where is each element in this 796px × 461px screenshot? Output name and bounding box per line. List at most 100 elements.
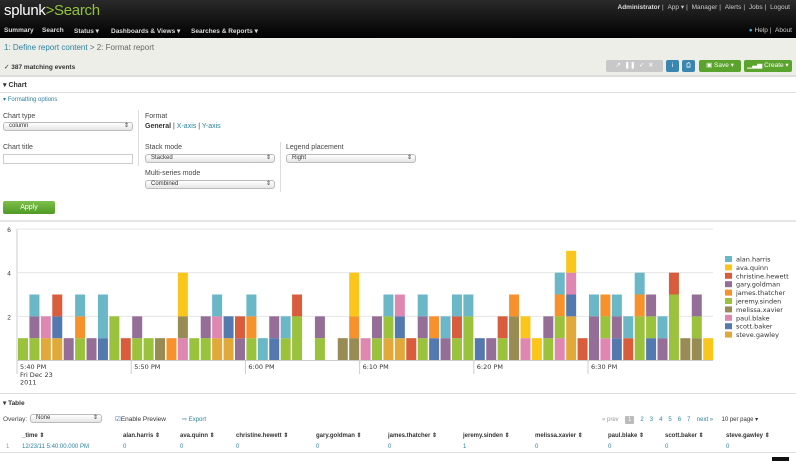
column-header[interactable]: ava.quinn ⇕ <box>180 433 215 439</box>
checkbox-checked-icon[interactable]: ☑ <box>115 416 121 423</box>
about-link[interactable]: About <box>775 27 792 34</box>
x-tick-label: 5:40 PM <box>20 363 46 371</box>
bar-segment <box>440 338 451 360</box>
overlay-label: Overlay: <box>3 416 28 423</box>
page-4[interactable]: 4 <box>659 417 663 423</box>
table-cell[interactable]: 0 <box>236 444 240 450</box>
legend-placement-select[interactable]: Right <box>286 154 416 163</box>
formatting-options-toggle[interactable]: ▾ Formatting options <box>3 97 58 103</box>
chart-type-select[interactable]: column <box>3 122 133 131</box>
alerts-link[interactable]: Alerts <box>724 4 742 11</box>
breadcrumb-step1[interactable]: 1: Define report content <box>4 43 88 52</box>
bar-segment <box>40 316 51 339</box>
multi-series-select[interactable]: Combined <box>145 180 275 189</box>
column-header[interactable]: christine.hewett ⇕ <box>236 433 289 439</box>
bar-segment <box>668 294 679 360</box>
chart-section-header[interactable]: ▾ Chart <box>3 82 27 89</box>
bar-segment <box>177 272 188 317</box>
bar-segment <box>486 338 497 360</box>
table-cell[interactable]: 0 <box>388 444 392 450</box>
page-5[interactable]: 5 <box>668 417 672 423</box>
legend-item: jeremy.sinden <box>735 298 781 306</box>
nav-dashboards[interactable]: Dashboards & Views ▾ <box>111 28 181 35</box>
table-cell[interactable]: 12/23/11 5:40:00.000 PM <box>22 444 89 450</box>
stack-mode-select[interactable]: Stacked <box>145 154 275 163</box>
app-menu[interactable]: App ▾ <box>667 4 685 11</box>
table-cell[interactable]: 0 <box>535 444 539 450</box>
help-link[interactable]: Help <box>754 27 768 34</box>
format-tab-general[interactable]: General <box>145 123 172 130</box>
legend-item: melissa.xavier <box>736 306 783 314</box>
cancel-icon[interactable]: ✕ <box>648 62 654 69</box>
column-header[interactable]: melissa.xavier ⇕ <box>535 433 583 439</box>
page-6[interactable]: 6 <box>677 417 682 423</box>
column-header[interactable]: alan.harris ⇕ <box>123 433 161 439</box>
column-header[interactable]: james.thatcher ⇕ <box>388 433 438 439</box>
bar-segment <box>52 294 63 317</box>
logo-brand: splunk <box>4 2 46 19</box>
enable-preview[interactable]: ☑Enable Preview <box>115 415 166 423</box>
bar-segment <box>646 338 657 360</box>
table-cell[interactable]: 0 <box>180 444 184 450</box>
table-cell[interactable]: 0 <box>665 444 669 450</box>
logout-link[interactable]: Logout <box>770 4 790 11</box>
bar-segment <box>451 338 462 360</box>
prev-page[interactable]: « prev <box>602 417 619 423</box>
bar-segment <box>691 316 702 339</box>
apply-button[interactable]: Apply <box>3 201 55 214</box>
pause-icon[interactable]: ❚❚ <box>624 62 636 69</box>
page-3[interactable]: 3 <box>649 417 654 423</box>
export-link[interactable]: ⇨ Export <box>182 416 206 423</box>
legend-swatch <box>725 306 732 313</box>
x-tick-label: 6:20 PM <box>477 363 503 371</box>
bar-segment <box>509 294 520 317</box>
bar-segment <box>703 338 714 360</box>
print-button[interactable]: ⎙ <box>682 60 695 72</box>
table-cell[interactable]: 0 <box>123 444 127 450</box>
splunk-logo[interactable]: splunk>Search <box>4 2 100 19</box>
bar-segment <box>234 316 245 339</box>
table-cell[interactable]: 1 <box>463 444 467 450</box>
create-button[interactable]: ▁▃▅ Create ▾ <box>744 60 792 72</box>
nav-summary[interactable]: Summary <box>4 27 34 34</box>
finalize-icon[interactable]: ↗ <box>615 62 621 69</box>
bar-segment <box>372 316 383 339</box>
overlay-select[interactable]: None <box>30 414 102 423</box>
table-cell[interactable]: 0 <box>608 444 612 450</box>
bar-segment <box>429 338 440 360</box>
legend-item: steve.gawley <box>736 331 779 339</box>
x-tick-label: 6:10 PM <box>363 363 389 371</box>
bar-segment <box>600 338 611 360</box>
jobs-link[interactable]: Jobs <box>748 4 763 11</box>
table-cell[interactable]: 0 <box>726 444 730 450</box>
column-header[interactable]: _time ⇕ <box>22 433 45 439</box>
nav-searches-reports[interactable]: Searches & Reports ▾ <box>191 28 258 35</box>
column-header[interactable]: paul.blake ⇕ <box>608 433 645 439</box>
page-2[interactable]: 2 <box>640 417 644 423</box>
column-header[interactable]: gary.goldman ⇕ <box>316 433 362 439</box>
per-page-select[interactable]: 10 per page ▾ <box>721 417 759 423</box>
column-header[interactable]: jeremy.sinden ⇕ <box>463 433 510 439</box>
bar-segment <box>132 338 143 360</box>
page-7[interactable]: 7 <box>687 417 691 423</box>
table-section-header[interactable]: ▾ Table <box>3 400 25 407</box>
manager-link[interactable]: Manager <box>691 4 718 11</box>
column-header[interactable]: scott.baker ⇕ <box>665 433 704 439</box>
format-tab-yaxis[interactable]: Y-axis <box>201 123 221 130</box>
user-name[interactable]: Administrator <box>617 4 661 11</box>
chart-title-input[interactable] <box>3 154 133 164</box>
legend-swatch <box>725 289 732 296</box>
page-1[interactable]: 1 <box>625 416 635 424</box>
info-button[interactable]: i <box>666 60 679 72</box>
bar-segment <box>360 338 371 360</box>
next-page[interactable]: next » <box>696 417 714 423</box>
table-cell[interactable]: 0 <box>316 444 320 450</box>
nav-search[interactable]: Search <box>42 27 64 34</box>
column-header[interactable]: steve.gawley ⇕ <box>726 433 770 439</box>
format-tab-xaxis[interactable]: X-axis <box>176 123 197 130</box>
nav-status[interactable]: Status ▾ <box>74 28 99 35</box>
chart-type-label: Chart type <box>3 113 36 120</box>
save-button[interactable]: ▣ Save ▾ <box>699 60 741 72</box>
finalize-check-icon[interactable]: ✓ <box>639 62 645 69</box>
export-label: Export <box>188 417 207 423</box>
